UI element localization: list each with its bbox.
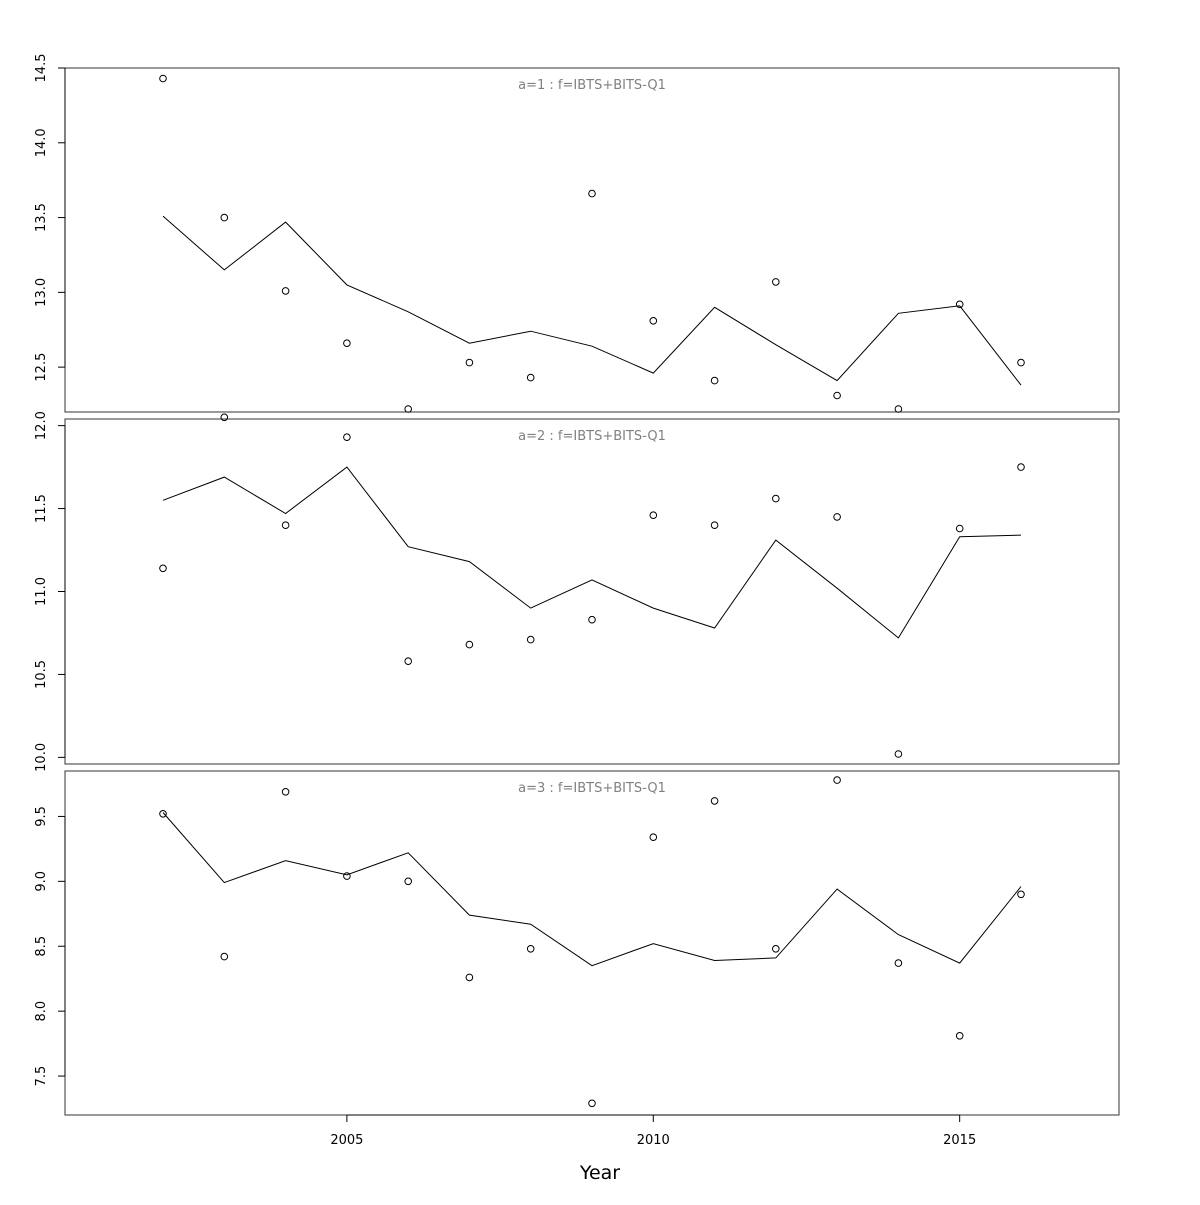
observed-point xyxy=(159,810,167,818)
y-tick-label: 7.5 xyxy=(34,1066,49,1087)
y-tick-label: 14.5 xyxy=(34,54,49,83)
y-tick-label: 14.0 xyxy=(34,128,49,157)
observed-point xyxy=(343,872,351,880)
observed-point xyxy=(159,74,167,83)
y-tick-label: 8.0 xyxy=(34,1001,49,1022)
panel-frame xyxy=(64,67,1120,413)
observed-point xyxy=(220,213,229,222)
y-tick-label: 10.0 xyxy=(34,743,49,772)
x-tick-label: 2005 xyxy=(330,1133,363,1148)
observed-point xyxy=(833,776,841,784)
observed-point xyxy=(894,750,903,758)
observed-point xyxy=(894,959,903,967)
panel-3: a=3 : f=IBTS+BITS-Q1 7.5 8.0 8.5 9.0 9.5 xyxy=(34,770,1120,1116)
observed-point xyxy=(1017,358,1025,367)
x-tick-label: 2010 xyxy=(637,1133,670,1148)
observed-point xyxy=(404,657,413,666)
observed-point xyxy=(343,433,351,442)
y-tick-label: 9.5 xyxy=(34,806,49,827)
observed-point xyxy=(343,339,351,348)
y-tick-label: 11.5 xyxy=(34,494,49,523)
observed-point xyxy=(526,635,535,644)
observed-point xyxy=(588,615,596,624)
x-axis-label: Year xyxy=(579,1162,620,1184)
observed-point xyxy=(465,973,474,982)
panel-title: a=1 : f=IBTS+BITS-Q1 xyxy=(518,78,666,93)
observed-point xyxy=(955,524,964,533)
observed-point xyxy=(526,373,535,382)
observed-point xyxy=(710,521,719,530)
y-tick-label: 10.5 xyxy=(34,660,49,689)
observed-point xyxy=(465,358,474,367)
observed-point xyxy=(465,640,474,649)
panel-title: a=2 : f=IBTS+BITS-Q1 xyxy=(518,429,666,444)
y-tick-label: 13.5 xyxy=(34,203,49,232)
observed-point xyxy=(833,391,841,400)
observed-point xyxy=(955,300,964,309)
panels-layer: a=1 : f=IBTS+BITS-Q1 12.5 13.0 13.5 14.0 14.5… xyxy=(34,54,1120,1116)
x-tick-label: 2015 xyxy=(943,1133,976,1148)
observed-point xyxy=(220,952,229,961)
observed-point xyxy=(404,877,413,886)
observed-point xyxy=(894,405,903,413)
panel-1: a=1 : f=IBTS+BITS-Q1 12.5 13.0 13.5 14.0 14.5 xyxy=(34,54,1120,413)
observed-point xyxy=(281,287,290,295)
observed-point xyxy=(772,494,780,503)
observed-point xyxy=(220,413,229,422)
fitted-line xyxy=(162,215,1022,386)
y-tick-label: 8.5 xyxy=(34,936,49,957)
y-tick-label: 11.0 xyxy=(34,577,49,606)
panel-title: a=3 : f=IBTS+BITS-Q1 xyxy=(518,781,666,796)
observed-point xyxy=(281,521,290,530)
observed-point xyxy=(649,511,658,520)
observed-point xyxy=(1017,463,1025,471)
observed-point xyxy=(1017,890,1025,899)
observed-point xyxy=(588,1099,596,1108)
y-tick-label: 12.5 xyxy=(34,353,49,382)
observed-point xyxy=(772,278,780,286)
observed-point xyxy=(649,317,658,325)
observed-point xyxy=(526,945,535,953)
observed-point xyxy=(955,1032,964,1040)
panel-frame xyxy=(64,770,1120,1116)
observed-point xyxy=(833,513,841,521)
panel-2: a=2 : f=IBTS+BITS-Q1 10.0 10.5 11.0 11.5 12.0 xyxy=(34,411,1120,772)
observed-point xyxy=(710,376,719,385)
observed-point xyxy=(710,797,719,805)
observed-point xyxy=(404,405,413,413)
y-tick-label: 9.0 xyxy=(34,871,49,892)
panel-frame xyxy=(64,418,1120,765)
fitted-line xyxy=(162,812,1022,967)
x-axis: 2005 2010 2015 xyxy=(330,1114,976,1148)
y-tick-label: 12.0 xyxy=(34,411,49,440)
observed-point xyxy=(649,833,658,842)
fitted-line xyxy=(162,466,1022,639)
y-tick-label: 13.0 xyxy=(34,278,49,307)
observed-point xyxy=(159,564,167,573)
observed-point xyxy=(588,189,596,198)
observed-point xyxy=(772,945,780,953)
observed-point xyxy=(281,788,290,796)
